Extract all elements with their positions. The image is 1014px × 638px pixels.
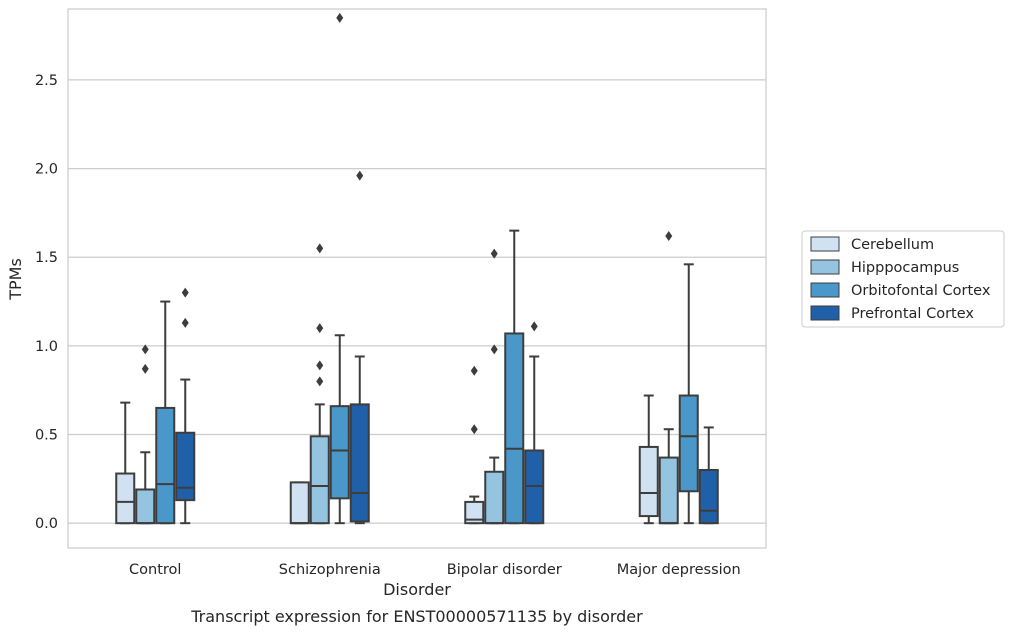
outlier-point [470,365,478,376]
box-hipppocampus [309,243,330,525]
box-cerebellum [638,394,659,525]
box-series [115,12,719,525]
outlier-point [316,360,324,371]
outlier-point [665,230,673,241]
outlier-point [356,170,364,181]
legend-label: Cerebellum [851,237,934,253]
box-prefrontal-cortex [349,170,370,525]
x-tick-label: Major depression [617,562,741,578]
outlier-point [141,344,149,355]
y-axis-label: TPMs [6,258,25,301]
outlier-point [336,12,344,23]
box-prefrontal-cortex [175,287,196,525]
box-cerebellum [464,365,485,525]
box-body [309,435,330,525]
box-body [349,403,370,523]
box-body [155,406,176,525]
y-tick-label: 0.0 [35,516,58,532]
box-hipppocampus [658,230,679,525]
legend-label: Prefrontal Cortex [851,306,974,322]
box-hipppocampus [484,248,505,525]
outlier-point [141,363,149,374]
box-orbitofontal-cortex [155,300,176,525]
legend-label: Orbitofontal Cortex [851,283,991,299]
x-tick-label: Schizophrenia [279,562,381,578]
box-body [329,405,350,500]
legend-frame [801,230,1005,328]
legend: Cerebellum Hipppocampus Orbitofontal Corte… [801,230,1005,328]
y-tick-label: 1.5 [35,250,58,266]
box-cerebellum [115,401,136,525]
legend-swatch [810,282,840,298]
y-tick-label: 0.5 [35,428,58,444]
y-tick-labels: 0.0 0.5 1.0 1.5 2.0 2.5 [35,73,58,532]
outlier-point [490,344,498,355]
box-cerebellum [289,481,310,525]
box-prefrontal-cortex [698,426,719,525]
box-orbitofontal-cortex [504,229,525,525]
x-axis-label: Disorder [383,580,451,599]
x-tick-label: Control [129,562,181,578]
box-body [289,481,310,525]
outlier-point [316,323,324,334]
legend-swatch [810,236,840,252]
y-tick-label: 1.0 [35,339,58,355]
legend-swatch [810,305,840,321]
figure-caption: Transcript expression for ENST0000057113… [190,607,643,626]
box-body [504,332,525,525]
box-orbitofontal-cortex [678,263,699,525]
box-body [175,431,196,502]
outlier-point [181,287,189,298]
y-tick-label: 2.5 [35,73,58,89]
outlier-point [181,317,189,328]
box-prefrontal-cortex [524,321,545,525]
box-body [135,488,156,525]
box-body [698,468,719,525]
box-body [638,445,659,518]
box-body [115,472,136,525]
outlier-point [530,321,538,332]
outlier-point [490,248,498,259]
legend-swatch [810,259,840,275]
box-orbitofontal-cortex [329,12,350,525]
plot-frame [67,8,767,549]
outlier-point [470,424,478,435]
box-body [658,456,679,525]
box-body [678,394,699,493]
box-body [464,500,485,525]
outlier-point [316,376,324,387]
legend-label: Hipppocampus [851,260,959,276]
y-tick-label: 2.0 [35,162,58,178]
x-tick-labels: Control Schizophrenia Bipolar disorder Majo… [129,562,741,578]
box-hipppocampus [135,344,156,525]
x-tick-label: Bipolar disorder [447,562,562,578]
outlier-point [316,243,324,254]
box-body [484,470,505,525]
